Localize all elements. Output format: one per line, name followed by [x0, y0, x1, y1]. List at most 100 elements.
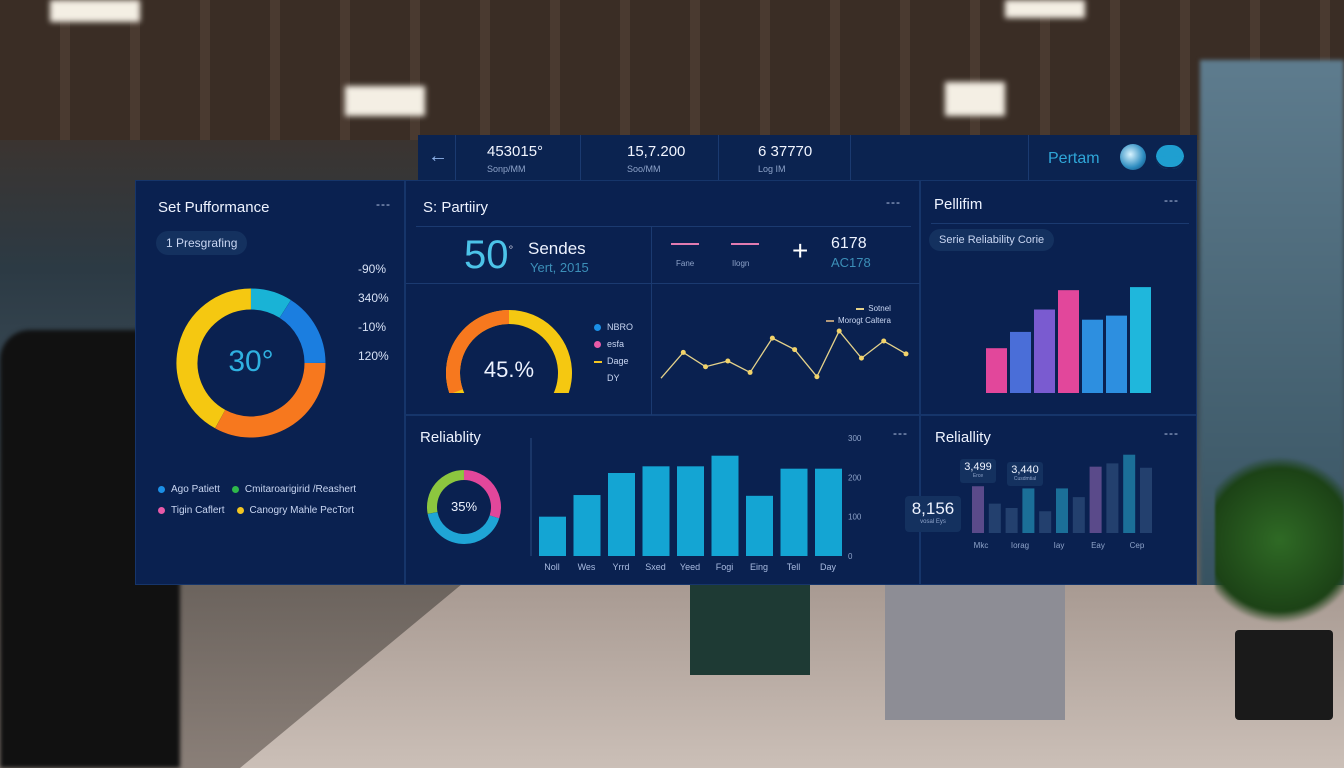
bar	[1130, 287, 1151, 393]
panel-title: Pellifim	[934, 196, 983, 213]
donut-segment	[176, 288, 252, 429]
legend-item: Ago Patiett	[158, 479, 220, 500]
plant	[1215, 440, 1344, 640]
bar	[1072, 497, 1085, 533]
donut-segment	[427, 511, 500, 544]
filter-chip[interactable]: Serie Reliability Corie	[929, 229, 1055, 251]
reliability-panel: Reliablity --- 35% Noll Wes Yrrd Sxed Yeed Fo…	[405, 415, 920, 585]
gauge-fill	[446, 310, 510, 393]
line-point	[814, 374, 820, 380]
ceiling-light	[345, 86, 425, 116]
line-point	[792, 347, 798, 353]
legend-label: NBRO	[607, 322, 634, 332]
gauge-value: 45.%	[483, 357, 535, 382]
stat-label: Sonp/MM	[487, 164, 526, 174]
bar-chart	[986, 287, 1151, 393]
bar	[642, 466, 670, 556]
bar	[1005, 507, 1018, 533]
legend-item: Tigin Caflert	[158, 500, 225, 521]
line-series	[660, 329, 907, 379]
line-legend-b	[731, 243, 759, 245]
donut-chart	[427, 470, 501, 544]
bar	[972, 486, 984, 533]
bar	[780, 468, 808, 556]
monitor	[690, 585, 810, 675]
x-tick-label: Fogi	[716, 562, 734, 572]
line-chart-legend: Sotnel Morogt Caltera	[826, 303, 891, 327]
filter-chip[interactable]: 1 Presgrafing	[156, 231, 248, 255]
x-tick-label: Wes	[578, 562, 596, 572]
legend-label: DY	[607, 373, 620, 383]
x-tick-label: Cep	[1130, 541, 1145, 550]
legend-item: Morogt Caltera	[826, 315, 891, 327]
line-point	[747, 369, 753, 375]
more-menu-button[interactable]: ---	[893, 426, 908, 440]
bar	[1034, 309, 1055, 393]
donut-center-value: 30°	[228, 345, 274, 378]
partiiry-panel: S: Partiiry --- 50° Sendes Yert, 2015 Fa…	[405, 180, 921, 416]
x-tick-label: Yrrd	[612, 562, 629, 572]
pellifim-panel: Pellifim --- Serie Reliability Corie	[920, 180, 1197, 415]
tooltip-value: 8,156	[911, 499, 955, 518]
bar	[1058, 290, 1079, 393]
bar	[1022, 488, 1035, 533]
line-chart	[660, 328, 909, 380]
y-tick-label: 200	[848, 473, 862, 482]
line-legend-label: Fane	[676, 259, 695, 268]
big-sub: Yert, 2015	[530, 260, 589, 275]
percent-label: 340%	[358, 291, 389, 305]
tooltip-value: 3,499	[964, 461, 992, 473]
panel-title: Reliablity	[420, 429, 481, 446]
gauge-legend: NBRO esfa Dage DY	[594, 319, 633, 387]
back-arrow-icon[interactable]: ←	[428, 145, 448, 167]
more-menu-button[interactable]: ---	[376, 197, 391, 211]
x-tick-label: Eay	[1091, 541, 1105, 550]
legend-item: Dage	[594, 353, 633, 370]
bar-chart: Noll Wes Yrrd Sxed Yeed Fogi Eing Tell Day 0 100 20…	[530, 434, 862, 572]
percent-label: -10%	[358, 320, 387, 334]
line-legend-label: Ilogn	[732, 259, 750, 268]
more-menu-button[interactable]: ---	[886, 195, 901, 209]
line-point	[858, 355, 864, 361]
legend-label: Cmitaroarigirid /Reashert	[244, 484, 357, 495]
x-tick-label: Iorag	[1011, 541, 1029, 550]
donut-center-value: 35%	[450, 499, 478, 514]
bar	[1056, 488, 1068, 533]
ceiling-light	[1005, 0, 1085, 18]
stat-value: 15,7.200	[627, 143, 686, 160]
legend-item: NBRO	[594, 319, 633, 336]
globe-icon[interactable]	[1120, 144, 1146, 170]
line-point	[703, 364, 709, 370]
legend-item: Sotnel	[826, 303, 891, 315]
percent-label: -90%	[358, 262, 387, 276]
more-menu-button[interactable]: ---	[1164, 193, 1179, 207]
legend-item: esfa	[594, 336, 633, 353]
ceiling-light	[945, 82, 1005, 116]
add-icon[interactable]: +	[792, 235, 809, 266]
stat-label: Log IM	[758, 164, 786, 174]
donut-segment	[279, 300, 326, 364]
line-point	[725, 358, 731, 364]
bar	[1106, 463, 1119, 533]
more-menu-button[interactable]: ---	[1164, 426, 1179, 440]
bar	[711, 455, 739, 556]
line-point	[903, 351, 909, 357]
legend-item: DY	[594, 370, 633, 387]
x-tick-label: Yeed	[680, 562, 700, 572]
legend-label: Sotnel	[868, 304, 891, 313]
x-tick-label: Eing	[750, 562, 768, 572]
gauge-chart	[446, 310, 572, 393]
top-bar: ← 453015° Sonp/MM 15,7.200 Soo/MM 6 37770 L…	[418, 135, 1197, 181]
bar	[1140, 467, 1152, 533]
big-value: 50	[464, 233, 509, 277]
donut-segment	[250, 288, 291, 319]
stat-label: Soo/MM	[627, 164, 661, 174]
panel-title: Set Pufformance	[158, 199, 270, 216]
line-point	[836, 328, 842, 334]
menu-toggle-icon[interactable]	[1156, 145, 1184, 169]
bar	[1106, 315, 1127, 393]
percent-label: 120%	[358, 349, 389, 363]
bar	[1082, 319, 1103, 393]
legend-label: Canogry Mahle PecTort	[249, 505, 355, 516]
stat-1: 453015° Sonp/MM	[487, 143, 543, 174]
